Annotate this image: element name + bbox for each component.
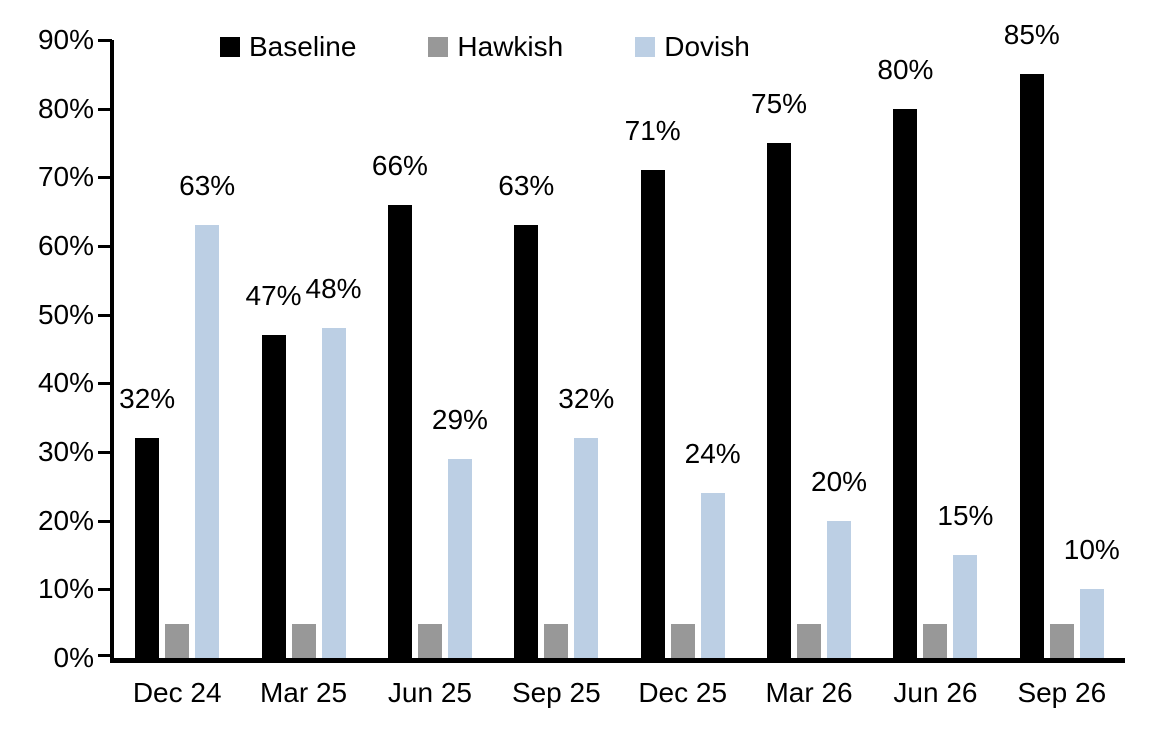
bar-hawkish — [1049, 623, 1074, 658]
bar-hawkish — [417, 623, 442, 658]
bar-baseline — [261, 335, 286, 658]
legend: Baseline Hawkish Dovish — [220, 30, 750, 64]
data-label-dovish: 29% — [431, 403, 488, 435]
data-label-dovish: 24% — [684, 438, 741, 470]
y-axis-tick — [98, 245, 112, 248]
x-axis-label: Sep 26 — [1017, 677, 1107, 708]
y-axis-label: 50% — [37, 298, 94, 330]
legend-swatch-icon — [428, 37, 449, 57]
y-axis-tick — [98, 654, 112, 657]
y-axis-label: 30% — [37, 436, 94, 467]
y-axis-tick — [98, 519, 112, 523]
data-label-baseline: 85% — [1003, 19, 1060, 51]
x-axis-label: Dec 25 — [638, 677, 728, 708]
bar-baseline — [767, 143, 792, 658]
x-axis-label: Jun 25 — [387, 677, 472, 708]
data-label-baseline: 66% — [371, 149, 428, 181]
x-axis-label: Dec 24 — [132, 677, 222, 708]
y-axis-tick — [98, 382, 112, 386]
data-label-baseline: 32% — [119, 383, 176, 415]
x-axis-label: Jun 26 — [893, 677, 978, 708]
y-axis-label: 80% — [37, 92, 94, 124]
plot-area: 32% 63% 47% 48% 66% 29% 63% 32% 71% 24% 75% 20% 80% 1… — [98, 19, 1125, 663]
y-axis-tick — [98, 107, 112, 111]
legend-label: Hawkish — [457, 31, 564, 62]
bar-dovish — [195, 225, 220, 658]
y-axis-label: 90% — [37, 24, 94, 55]
bar-group: 71% 24% — [620, 40, 746, 658]
y-axis-label: 0% — [53, 642, 94, 673]
bar-hawkish — [544, 623, 569, 658]
legend-item-dovish: Dovish — [635, 30, 750, 64]
bar-group: 80% 15% — [872, 40, 998, 658]
x-axis-label: Sep 25 — [511, 677, 601, 708]
bar-dovish — [447, 458, 472, 658]
bar-dovish — [953, 555, 978, 658]
bar-group: 47% 48% — [240, 40, 366, 658]
bar-dovish — [1079, 589, 1104, 658]
data-label-dovish: 32% — [558, 383, 615, 415]
y-axis-tick — [98, 39, 112, 42]
legend-swatch-icon — [635, 37, 656, 57]
y-axis-tick — [98, 176, 112, 180]
data-label-dovish: 48% — [305, 273, 362, 305]
bar-baseline — [135, 438, 160, 658]
data-label-dovish: 20% — [811, 465, 868, 497]
y-axis-tick — [98, 451, 112, 454]
y-axis-label: 10% — [37, 573, 94, 605]
legend-swatch-icon — [220, 37, 240, 57]
legend-label: Baseline — [249, 31, 357, 62]
legend-item-hawkish: Hawkish — [428, 30, 563, 64]
x-axis-label: Mar 26 — [765, 677, 853, 708]
bar-group: 63% 32% — [493, 40, 619, 658]
bar-group: 66% 29% — [367, 40, 493, 658]
legend-label: Dovish — [664, 31, 750, 62]
y-axis-tick — [98, 588, 112, 592]
bar-baseline — [893, 108, 918, 658]
data-label-baseline: 47% — [245, 280, 302, 312]
data-label-baseline: 63% — [498, 170, 555, 202]
bar-hawkish — [165, 623, 190, 658]
bar-dovish — [827, 520, 852, 658]
bar-dovish — [700, 493, 725, 658]
bar-hawkish — [923, 623, 948, 658]
bar-group: 32% 63% — [114, 40, 240, 658]
y-axis-tick — [98, 313, 112, 317]
data-label-baseline: 75% — [751, 88, 808, 119]
data-label-dovish: 63% — [179, 170, 236, 202]
y-axis-label: 20% — [37, 504, 94, 536]
bar-hawkish — [670, 623, 695, 658]
data-label-dovish: 10% — [1063, 534, 1120, 566]
bar-hawkish — [797, 623, 822, 658]
legend-item-baseline: Baseline — [220, 30, 356, 64]
y-axis-label: 70% — [37, 161, 94, 193]
x-axis-label: Mar 25 — [259, 677, 348, 708]
bar-baseline — [514, 225, 539, 658]
bar-group: 85% 10% — [999, 19, 1125, 658]
bar-hawkish — [291, 623, 316, 658]
bar-dovish — [574, 438, 599, 658]
bar-dovish — [321, 328, 346, 658]
bar-baseline — [640, 170, 665, 658]
data-label-baseline: 71% — [624, 115, 681, 147]
y-axis-label: 60% — [37, 230, 94, 261]
y-axis-label: 40% — [37, 367, 94, 399]
bar-baseline — [1019, 74, 1044, 658]
bar-group: 75% 20% — [746, 40, 872, 658]
data-label-dovish: 15% — [937, 500, 994, 531]
data-label-baseline: 80% — [877, 53, 934, 85]
bar-baseline — [387, 204, 412, 658]
